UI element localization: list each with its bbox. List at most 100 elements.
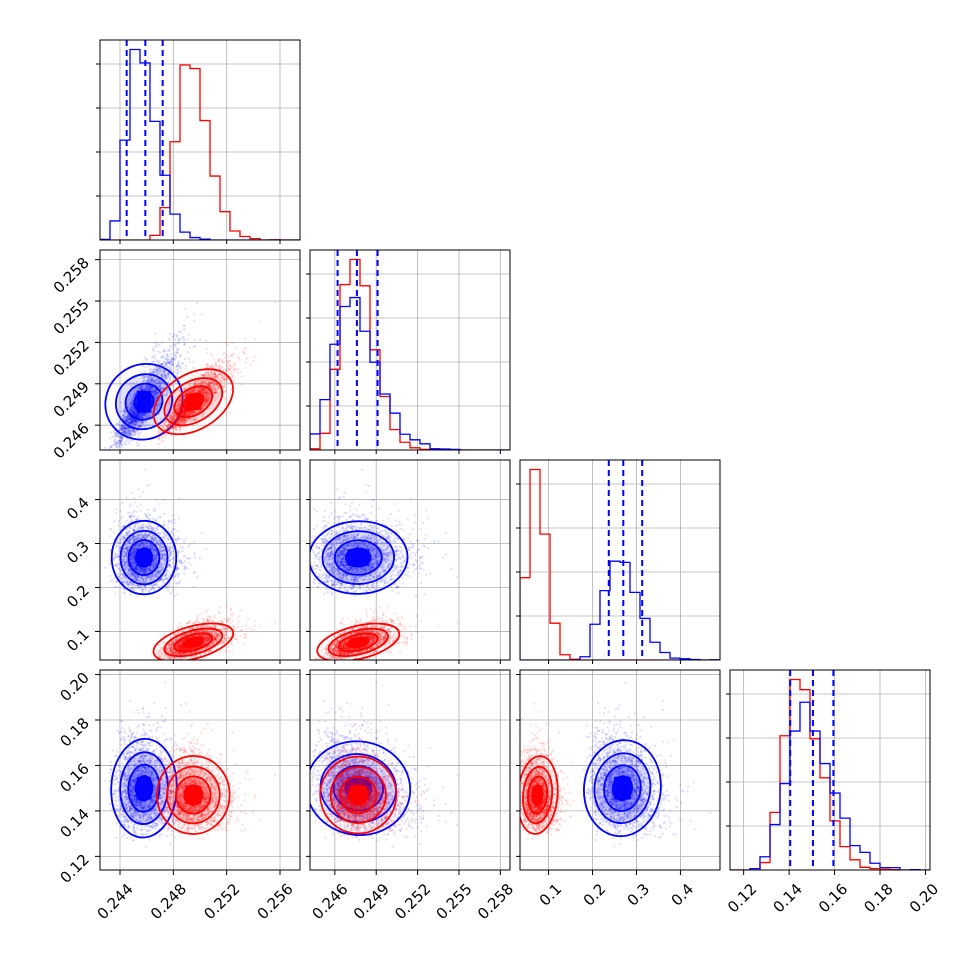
scatter-point: [121, 424, 124, 428]
scatter-point: [159, 387, 162, 390]
scatter-point: [151, 361, 154, 364]
scatter-point: [124, 431, 127, 434]
scatter-point: [176, 372, 179, 375]
scatter-point: [126, 437, 129, 441]
scatter-point: [171, 335, 174, 338]
hist-grid-2: [516, 460, 720, 660]
scatter-point: [162, 363, 165, 366]
scatter-point: [225, 353, 228, 356]
scatter-point: [170, 368, 173, 371]
scatter-point: [170, 361, 173, 364]
scatter-point: [128, 408, 131, 411]
scatter-point: [135, 414, 138, 418]
scatter-point: [170, 358, 173, 362]
scatter-point: [153, 368, 156, 371]
scatter-point: [116, 433, 119, 436]
scatter-point: [193, 339, 196, 342]
scatter-point: [175, 364, 179, 367]
scatter-point: [171, 363, 175, 366]
scatter-point: [175, 369, 178, 372]
scatter-point: [138, 426, 141, 429]
scatter-point: [123, 410, 126, 413]
scatter-point: [139, 414, 142, 417]
scatter-point: [149, 385, 152, 388]
scatter-point: [135, 414, 138, 417]
scatter-point: [133, 432, 136, 435]
scatter-point: [140, 386, 143, 389]
scatter-point: [178, 330, 181, 333]
scatter-point: [165, 378, 168, 381]
scatter-point: [151, 386, 154, 389]
scatter-point: [169, 367, 172, 370]
scatter-point: [131, 419, 134, 422]
scatter-point: [136, 415, 139, 418]
scatter-point: [142, 412, 145, 415]
scatter-point: [165, 376, 168, 379]
scatter-point: [128, 429, 131, 432]
scatter-point: [149, 375, 152, 378]
scatter-point: [167, 349, 171, 352]
scatter-point: [150, 385, 153, 388]
scatter-point: [145, 416, 148, 419]
scatter-point: [154, 383, 157, 386]
scatter-point: [133, 418, 136, 421]
scatter-point: [143, 414, 146, 417]
scatter-point: [133, 407, 136, 411]
scatter-point: [129, 382, 132, 385]
scatter-point: [154, 371, 157, 374]
scatter-point: [135, 414, 138, 417]
hist-frame-2: [519, 459, 721, 661]
scatter-point: [124, 415, 127, 418]
scatter-point: [167, 381, 170, 384]
scatter-point: [153, 388, 156, 391]
scatter-point: [124, 428, 127, 431]
scatter-point: [135, 419, 138, 423]
scatter-point: [153, 379, 156, 383]
scatter-point: [130, 421, 133, 424]
scatter-point: [227, 343, 230, 346]
scatter-point: [133, 419, 136, 422]
scatter-point: [160, 372, 163, 375]
scatter-point: [115, 441, 118, 444]
scatter-point: [131, 419, 134, 422]
histogram-series-0: [100, 48, 300, 240]
scatter-point: [158, 380, 161, 383]
scatter-point: [126, 420, 130, 423]
scatter-point: [167, 366, 170, 369]
scatter-point: [136, 414, 140, 417]
scatter-point: [118, 428, 121, 431]
scatter-point: [129, 406, 132, 410]
scatter-point: [129, 421, 132, 424]
scatter-point: [124, 426, 127, 429]
scatter-point: [135, 414, 139, 417]
scatter-point: [178, 341, 181, 345]
scatter-point: [157, 372, 160, 375]
scatter-point: [144, 416, 147, 419]
scatter-point: [171, 383, 174, 387]
scatter-point: [179, 330, 182, 333]
scatter-point: [133, 414, 137, 417]
scatter-point: [137, 412, 140, 415]
scatter-point: [164, 374, 167, 377]
scatter-point: [128, 417, 131, 420]
scatter-point: [130, 420, 133, 423]
scatter-point: [175, 372, 178, 375]
scatter-point: [231, 342, 234, 345]
scatter-point: [111, 443, 114, 446]
scatter-point: [155, 343, 158, 346]
scatter-point: [157, 350, 160, 353]
scatter-point: [115, 451, 117, 453]
scatter-point: [129, 411, 133, 414]
scatter-point: [168, 377, 171, 380]
scatter-point: [167, 372, 170, 376]
scatter-point: [130, 423, 133, 426]
scatter-point: [239, 371, 243, 374]
scatter-point: [165, 376, 168, 379]
scatter-point: [156, 381, 159, 384]
scatter-point: [151, 379, 154, 382]
scatter-point: [146, 413, 149, 416]
scatter-point: [123, 408, 126, 411]
scatter-point: [220, 366, 223, 369]
scatter-point: [136, 422, 139, 425]
scatter-point: [172, 358, 175, 361]
